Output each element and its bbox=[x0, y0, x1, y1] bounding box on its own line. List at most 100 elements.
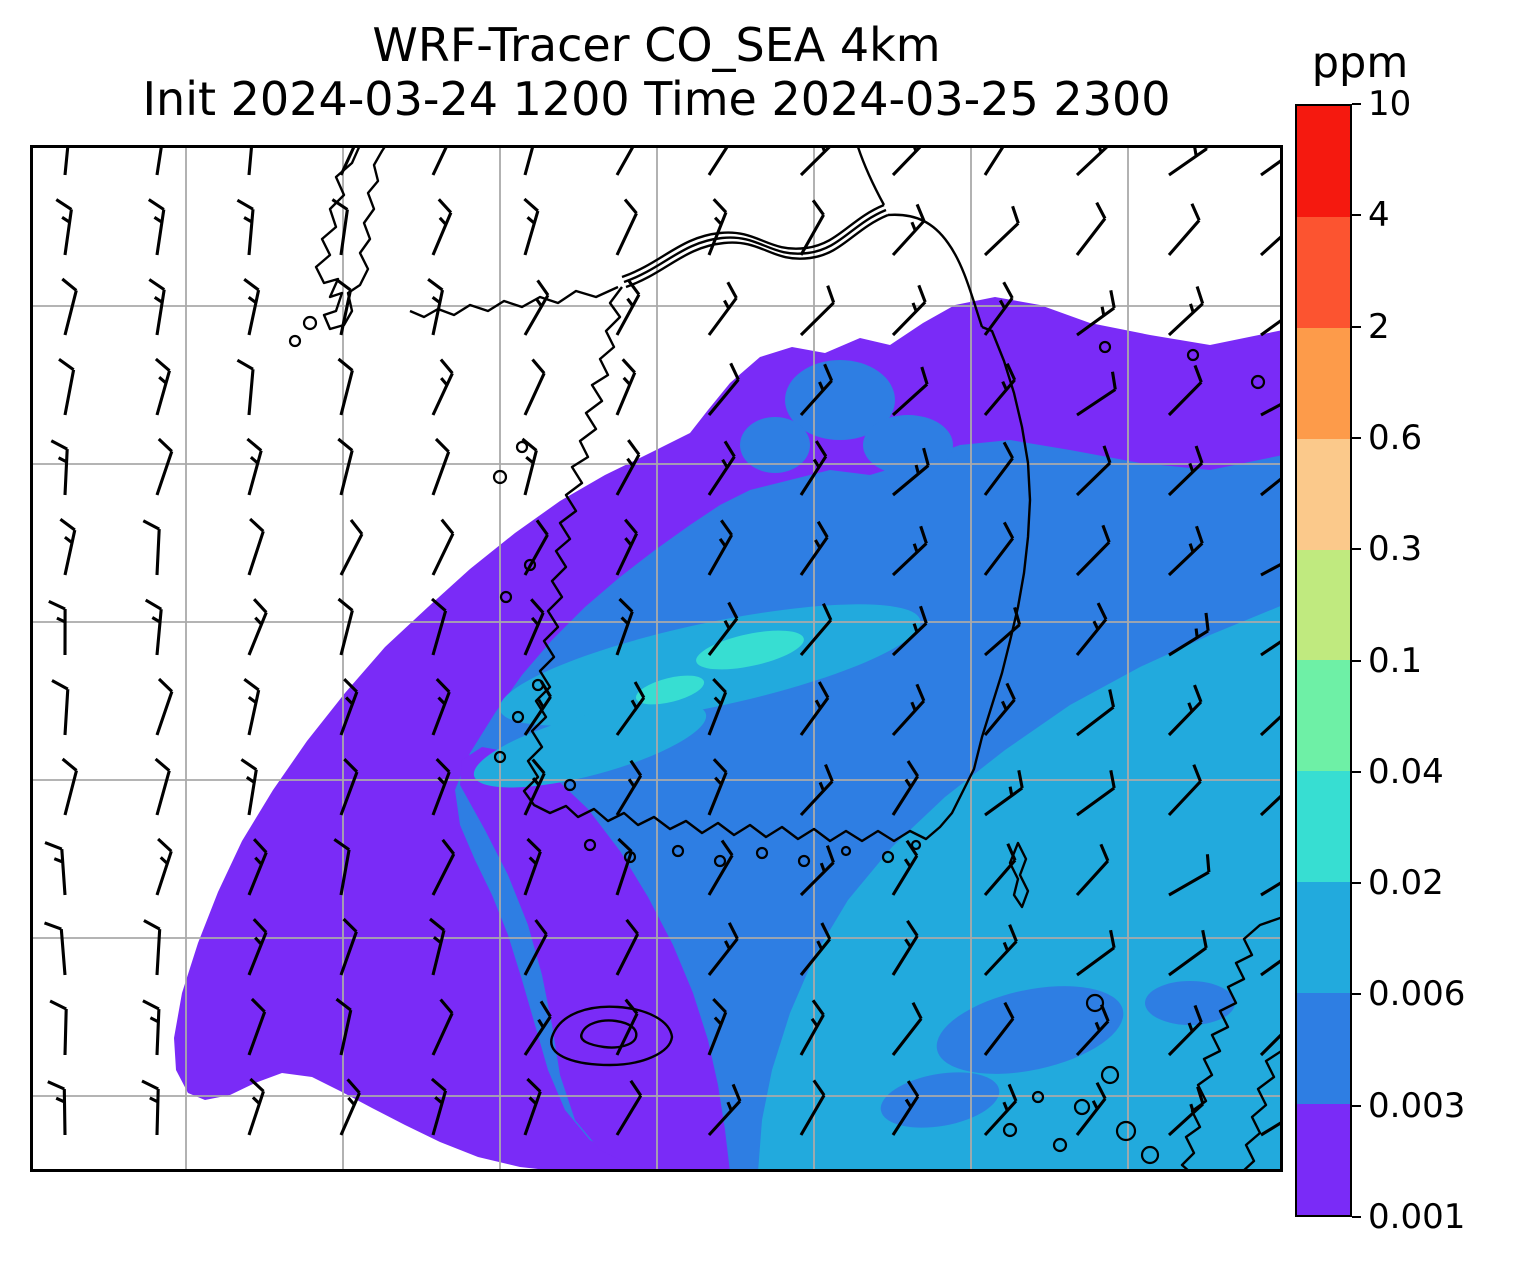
wind-barb bbox=[615, 198, 638, 256]
wind-barb bbox=[707, 678, 728, 736]
colorbar-tick-label: 0.6 bbox=[1368, 417, 1423, 458]
wind-barb bbox=[707, 998, 728, 1056]
island-outline bbox=[1085, 993, 1105, 1013]
wind-barb bbox=[1167, 1086, 1205, 1137]
wind-barb bbox=[1260, 957, 1283, 977]
island-outline bbox=[563, 778, 577, 792]
island-outline bbox=[1002, 1122, 1018, 1138]
colorbar-tick bbox=[1352, 770, 1361, 773]
island-outline bbox=[797, 854, 811, 868]
colorbar-segment bbox=[1297, 327, 1350, 439]
wind-barb bbox=[431, 838, 456, 896]
island-outline bbox=[499, 590, 513, 604]
colorbar-tick bbox=[1352, 882, 1361, 885]
colorbar-tick bbox=[1352, 993, 1361, 996]
wind-barb bbox=[523, 758, 546, 816]
wind-barb bbox=[891, 919, 919, 976]
wind-barb bbox=[799, 199, 825, 256]
island-outline bbox=[515, 440, 529, 454]
wind-barb bbox=[247, 598, 268, 656]
wind-barb bbox=[983, 606, 1022, 657]
colorbar-tick-label: 0.3 bbox=[1368, 529, 1423, 570]
wind-barb bbox=[615, 145, 636, 176]
wind-barb bbox=[1167, 364, 1203, 417]
wind-barb bbox=[339, 145, 357, 176]
wind-barb bbox=[51, 679, 70, 736]
wind-barb bbox=[431, 758, 451, 816]
coastline bbox=[623, 208, 887, 284]
wind-barb bbox=[243, 277, 261, 336]
colorbar-tick bbox=[1352, 436, 1361, 439]
wind-barb bbox=[891, 1080, 920, 1136]
wind-barb bbox=[523, 197, 540, 256]
wind-barb bbox=[983, 281, 1014, 336]
wind-barb bbox=[891, 203, 926, 257]
wind-barb bbox=[1075, 602, 1108, 656]
wind-barb bbox=[891, 605, 928, 657]
wind-barb bbox=[1076, 689, 1116, 737]
wind-barb bbox=[339, 518, 364, 576]
wind-barb bbox=[799, 764, 834, 817]
wind-barb bbox=[523, 919, 548, 976]
wind-barb bbox=[984, 770, 1024, 817]
wind-barb bbox=[892, 447, 930, 497]
wind-barb bbox=[523, 519, 549, 576]
wind-barb bbox=[155, 677, 174, 736]
wind-barb bbox=[243, 677, 261, 736]
wind-barb bbox=[615, 759, 643, 816]
colorbar-tick-label: 0.04 bbox=[1368, 751, 1444, 792]
colorbar-segment bbox=[1297, 549, 1350, 661]
colorbar-tick bbox=[1352, 1104, 1361, 1107]
wind-barb bbox=[799, 440, 828, 496]
island-outline bbox=[840, 845, 852, 857]
island-outline bbox=[881, 850, 895, 864]
wind-barb bbox=[707, 198, 728, 256]
coastline bbox=[314, 145, 387, 331]
wind-barb bbox=[523, 358, 546, 416]
wind-barb bbox=[799, 681, 830, 736]
wind-barb bbox=[154, 757, 171, 816]
wind-barb bbox=[615, 1079, 643, 1136]
wind-barb bbox=[983, 1001, 1015, 1056]
colorbar-segment bbox=[1297, 771, 1350, 883]
wind-barb bbox=[1075, 201, 1107, 256]
colorbar-tick bbox=[1352, 548, 1361, 551]
wind-barb bbox=[1260, 475, 1283, 497]
fill-blue-patch bbox=[1145, 981, 1235, 1025]
island-outline bbox=[1073, 1098, 1091, 1116]
wind-barb bbox=[431, 145, 449, 176]
wind-barb bbox=[236, 358, 255, 416]
coastline bbox=[625, 213, 889, 289]
chart-title: WRF-Tracer CO_SEA 4km bbox=[372, 18, 941, 72]
wind-barb bbox=[1075, 843, 1110, 897]
island-outline bbox=[713, 854, 727, 868]
wind-barb bbox=[799, 1079, 826, 1136]
wind-barb bbox=[1075, 1004, 1110, 1057]
wind-barb bbox=[1260, 157, 1283, 177]
wind-barb bbox=[891, 839, 919, 896]
wind-barb bbox=[615, 837, 633, 896]
wind-barb bbox=[983, 682, 1016, 736]
fill-region-0.006-0.02 bbox=[758, 605, 1283, 1172]
wind-barb bbox=[1167, 1004, 1203, 1057]
colorbar-tick-label: 0.02 bbox=[1368, 863, 1444, 904]
wind-barb bbox=[337, 357, 354, 416]
wind-barb bbox=[983, 924, 1018, 977]
wind-barb bbox=[1167, 525, 1204, 577]
fill-region-0.02-0.04 bbox=[696, 630, 804, 670]
wind-barb bbox=[707, 839, 734, 896]
wind-barb bbox=[143, 919, 162, 976]
wind-barb bbox=[339, 917, 358, 976]
wind-barb bbox=[44, 841, 67, 896]
wind-barb bbox=[707, 1083, 742, 1137]
wind-barb bbox=[430, 1077, 448, 1136]
fill-region-violet-tongue bbox=[460, 747, 730, 1172]
wind-barb bbox=[707, 362, 740, 416]
colorbar-tick-label: 0.003 bbox=[1368, 1085, 1466, 1126]
wind-barb bbox=[339, 758, 359, 816]
wind-barb bbox=[246, 437, 263, 496]
wind-barb bbox=[431, 198, 453, 256]
wind-barb bbox=[247, 517, 265, 576]
fill-blue-patch bbox=[740, 417, 810, 473]
wind-barb bbox=[1075, 145, 1112, 177]
